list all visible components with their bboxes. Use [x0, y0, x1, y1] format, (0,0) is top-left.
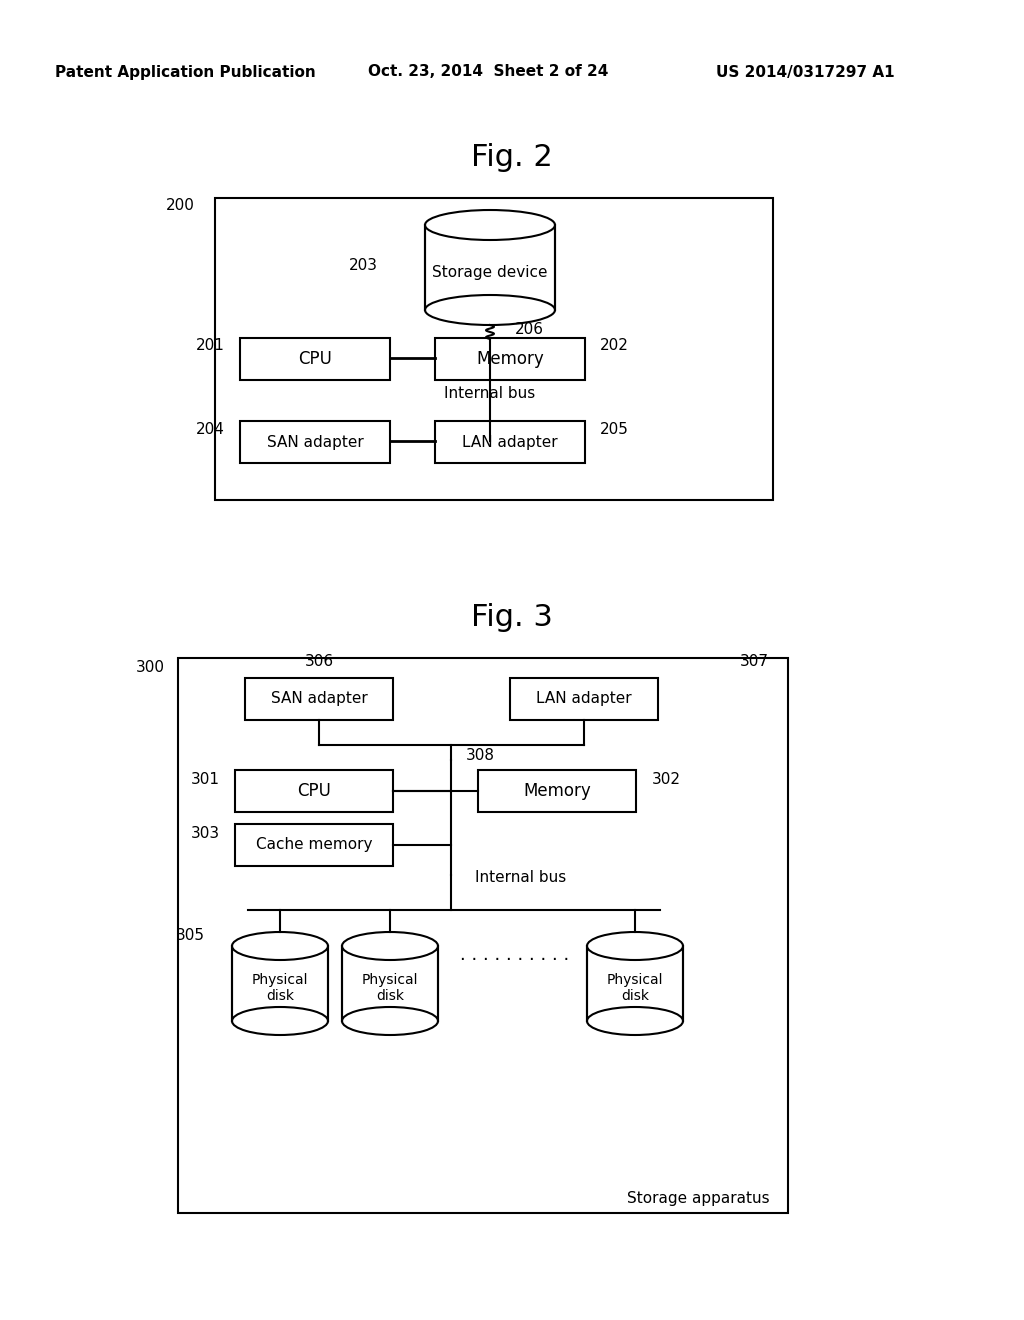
Text: · · · · · · · · · ·: · · · · · · · · · ·: [461, 950, 569, 969]
Text: 305: 305: [176, 928, 205, 942]
Text: 204: 204: [197, 421, 225, 437]
Bar: [178, 657, 788, 1213]
Bar: [232, 946, 328, 1020]
Bar: [587, 946, 683, 1020]
Bar: [425, 224, 555, 310]
Text: Oct. 23, 2014  Sheet 2 of 24: Oct. 23, 2014 Sheet 2 of 24: [368, 65, 608, 79]
Bar: [342, 946, 438, 1020]
Bar: [435, 338, 585, 380]
Text: Memory: Memory: [476, 350, 544, 368]
Text: Physical
disk: Physical disk: [361, 973, 418, 1003]
Text: Fig. 3: Fig. 3: [471, 603, 553, 632]
Text: Physical
disk: Physical disk: [252, 973, 308, 1003]
Text: Physical
disk: Physical disk: [607, 973, 664, 1003]
Ellipse shape: [587, 932, 683, 960]
Ellipse shape: [232, 1007, 328, 1035]
Text: CPU: CPU: [297, 781, 331, 800]
Text: 201: 201: [197, 338, 225, 354]
Text: LAN adapter: LAN adapter: [537, 692, 632, 706]
Bar: [234, 770, 393, 812]
Text: 300: 300: [136, 660, 165, 676]
Ellipse shape: [342, 932, 438, 960]
Text: SAN adapter: SAN adapter: [266, 434, 364, 450]
Bar: [245, 678, 393, 719]
Text: Memory: Memory: [523, 781, 591, 800]
Text: SAN adapter: SAN adapter: [270, 692, 368, 706]
Ellipse shape: [342, 1007, 438, 1035]
Bar: [240, 338, 390, 380]
Text: 202: 202: [600, 338, 629, 354]
Bar: [215, 198, 773, 500]
Text: 302: 302: [652, 772, 681, 788]
Text: Storage apparatus: Storage apparatus: [628, 1191, 770, 1205]
Ellipse shape: [587, 1007, 683, 1035]
Ellipse shape: [232, 932, 328, 960]
Bar: [435, 421, 585, 463]
Text: 301: 301: [191, 772, 220, 788]
Ellipse shape: [425, 294, 555, 325]
Text: 308: 308: [466, 747, 495, 763]
Text: LAN adapter: LAN adapter: [462, 434, 558, 450]
Text: 206: 206: [515, 322, 544, 337]
Text: CPU: CPU: [298, 350, 332, 368]
Text: 306: 306: [304, 655, 334, 669]
Text: Fig. 2: Fig. 2: [471, 144, 553, 173]
Text: Internal bus: Internal bus: [475, 870, 566, 884]
Text: 303: 303: [190, 826, 220, 842]
Text: Patent Application Publication: Patent Application Publication: [54, 65, 315, 79]
Text: 307: 307: [740, 655, 769, 669]
Text: Storage device: Storage device: [432, 264, 548, 280]
Bar: [240, 421, 390, 463]
Ellipse shape: [425, 210, 555, 240]
Text: US 2014/0317297 A1: US 2014/0317297 A1: [716, 65, 894, 79]
Text: 205: 205: [600, 421, 629, 437]
Text: 203: 203: [349, 257, 378, 272]
Text: Cache memory: Cache memory: [256, 837, 373, 853]
Bar: [478, 770, 636, 812]
Bar: [234, 824, 393, 866]
Text: Internal bus: Internal bus: [444, 387, 536, 401]
Bar: [510, 678, 658, 719]
Text: 200: 200: [166, 198, 195, 213]
